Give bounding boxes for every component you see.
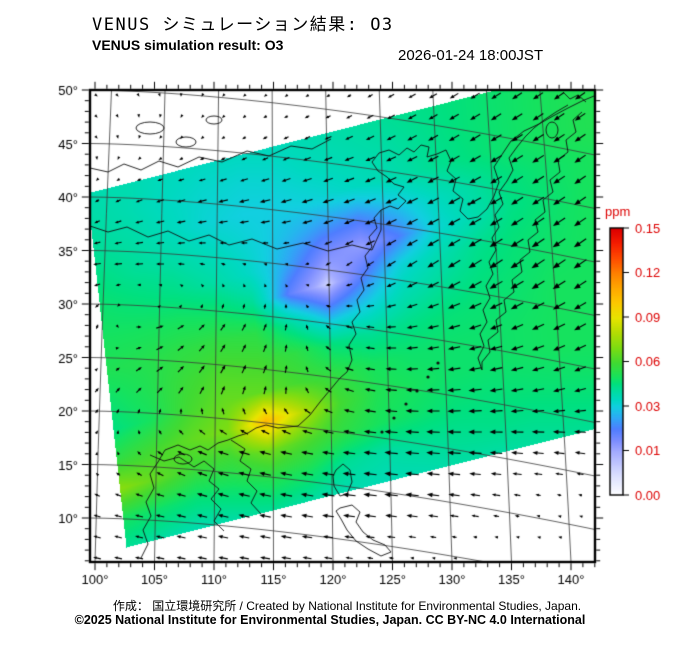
page-title-english: VENUS simulation result: O3 — [92, 37, 284, 53]
credit-line: 作成： 国立環境研究所 / Created by National Instit… — [112, 599, 582, 613]
page-title-japanese: VENUS シミュレーション結果: O3 — [92, 15, 394, 35]
license-line: ©2025 National Institute for Environment… — [74, 613, 586, 627]
valid-time-label: 2026-01-24 18:00JST — [398, 47, 544, 64]
